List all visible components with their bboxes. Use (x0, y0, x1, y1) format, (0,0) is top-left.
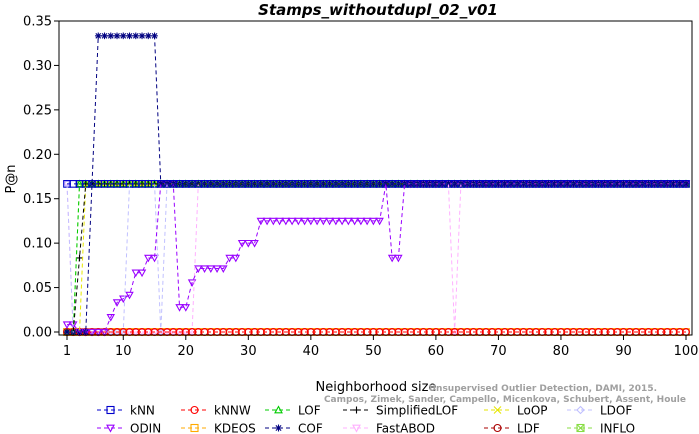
legend-label: kNNW (214, 404, 251, 418)
legend-label: SimplifiedLOF (376, 404, 458, 418)
legend-label: LOF (298, 404, 321, 418)
y-tick-label: 0.30 (23, 59, 52, 74)
series-markers-lof (62, 179, 691, 336)
x-tick-label: 60 (428, 344, 445, 359)
series-line-ldof (66, 183, 686, 333)
x-tick-label: 80 (553, 344, 570, 359)
y-tick-label: 0.00 (23, 326, 52, 341)
legend-marker (190, 423, 199, 433)
plot-frame (58, 20, 693, 336)
legend-label: LDOF (600, 404, 632, 418)
x-tick-label: 30 (240, 344, 257, 359)
y-tick-label: 0.20 (23, 148, 52, 163)
y-tick-label: 0.15 (23, 192, 52, 207)
y-axis: 0.00 0.05 0.10 0.15 0.20 0.25 0.30 0.35 (23, 15, 59, 341)
series-markers-inflo (63, 180, 690, 336)
y-tick-label: 0.05 (23, 281, 52, 296)
legend-marker (576, 423, 585, 433)
legend-item-odin: ODIN (97, 422, 161, 434)
legend-item-loop: LoOP (484, 404, 548, 418)
x-tick-label: 40 (303, 344, 320, 359)
legend-label: LoOP (517, 404, 548, 418)
x-tick-label: 20 (178, 344, 195, 359)
legend-marker (190, 405, 199, 415)
legend-label: FastABOD (376, 422, 435, 434)
data-point-odin (231, 254, 241, 263)
plot-lines (66, 35, 686, 333)
y-axis-label: P@n (4, 164, 19, 193)
legend-label: ODIN (130, 422, 161, 434)
legend-label: KDEOS (214, 422, 256, 434)
series-line-cof (67, 35, 686, 333)
legend-item-cof: COF (265, 422, 323, 434)
citation-line-2: Unsupervised Outlier Detection, DAMI, 20… (429, 384, 657, 394)
data-point-odin (106, 313, 116, 322)
legend-marker (106, 424, 115, 433)
legend-item-ldf: LDF (484, 422, 540, 434)
legend-label: LDF (517, 422, 540, 434)
legend-item-kdeos: KDEOS (181, 422, 256, 434)
legend-item-fastabod: FastABOD (343, 422, 435, 434)
legend-item-simplifiedlof: SimplifiedLOF (343, 404, 458, 418)
legend-marker (353, 406, 360, 414)
legend-item-lof: LOF (265, 404, 321, 418)
y-tick-label: 0.35 (23, 15, 52, 30)
legend-label: kNN (130, 404, 155, 418)
x-tick-label: 1 (63, 344, 71, 359)
legend-marker (275, 424, 282, 432)
legend-item-inflo: INFLO (567, 422, 635, 434)
data-point-odin (250, 239, 259, 248)
legend-item-ldof: LDOF (567, 404, 632, 418)
legend-marker (352, 424, 361, 433)
legend-marker (576, 405, 585, 415)
series-markers-simplifiedlof (63, 180, 690, 336)
legend-item-knnw: kNNW (181, 404, 251, 418)
x-tick-label: 100 (674, 344, 699, 359)
series-line-fastabod (66, 183, 686, 333)
legend: kNN kNNW LOF SimplifiedLOF LoOP LDOF ODIN KDEOS… (97, 404, 635, 434)
data-point-odin (125, 291, 134, 300)
y-tick-label: 0.25 (23, 103, 52, 118)
legend-marker (493, 406, 502, 414)
x-tick-label: 70 (490, 344, 507, 359)
x-axis: 1 10 20 30 40 50 60 70 80 90 100 (63, 335, 699, 359)
x-axis-label: Neighborhood size (316, 380, 437, 395)
data-point-odin (112, 299, 122, 307)
legend-marker (274, 405, 283, 414)
legend-marker (106, 405, 115, 415)
y-tick-label: 0.10 (23, 237, 52, 252)
citation-line-1: Campos, Zimek, Sander, Campello, Micenko… (324, 395, 686, 405)
series-markers-fastabod (62, 180, 691, 337)
legend-label: COF (298, 422, 323, 434)
legend-label: INFLO (600, 422, 635, 434)
x-tick-label: 10 (115, 344, 132, 359)
series-markers-ldof (62, 179, 691, 337)
series-markers-odin (62, 180, 691, 337)
data-point-odin (194, 265, 203, 273)
x-tick-label: 90 (615, 344, 632, 359)
legend-item-knn: kNN (97, 404, 155, 418)
data-point-odin (181, 304, 191, 312)
x-tick-label: 50 (365, 344, 382, 359)
series-markers-loop (63, 180, 690, 336)
chart-title: Stamps_withoutdupl_02_v01 (258, 1, 498, 19)
legend-marker (493, 423, 502, 433)
